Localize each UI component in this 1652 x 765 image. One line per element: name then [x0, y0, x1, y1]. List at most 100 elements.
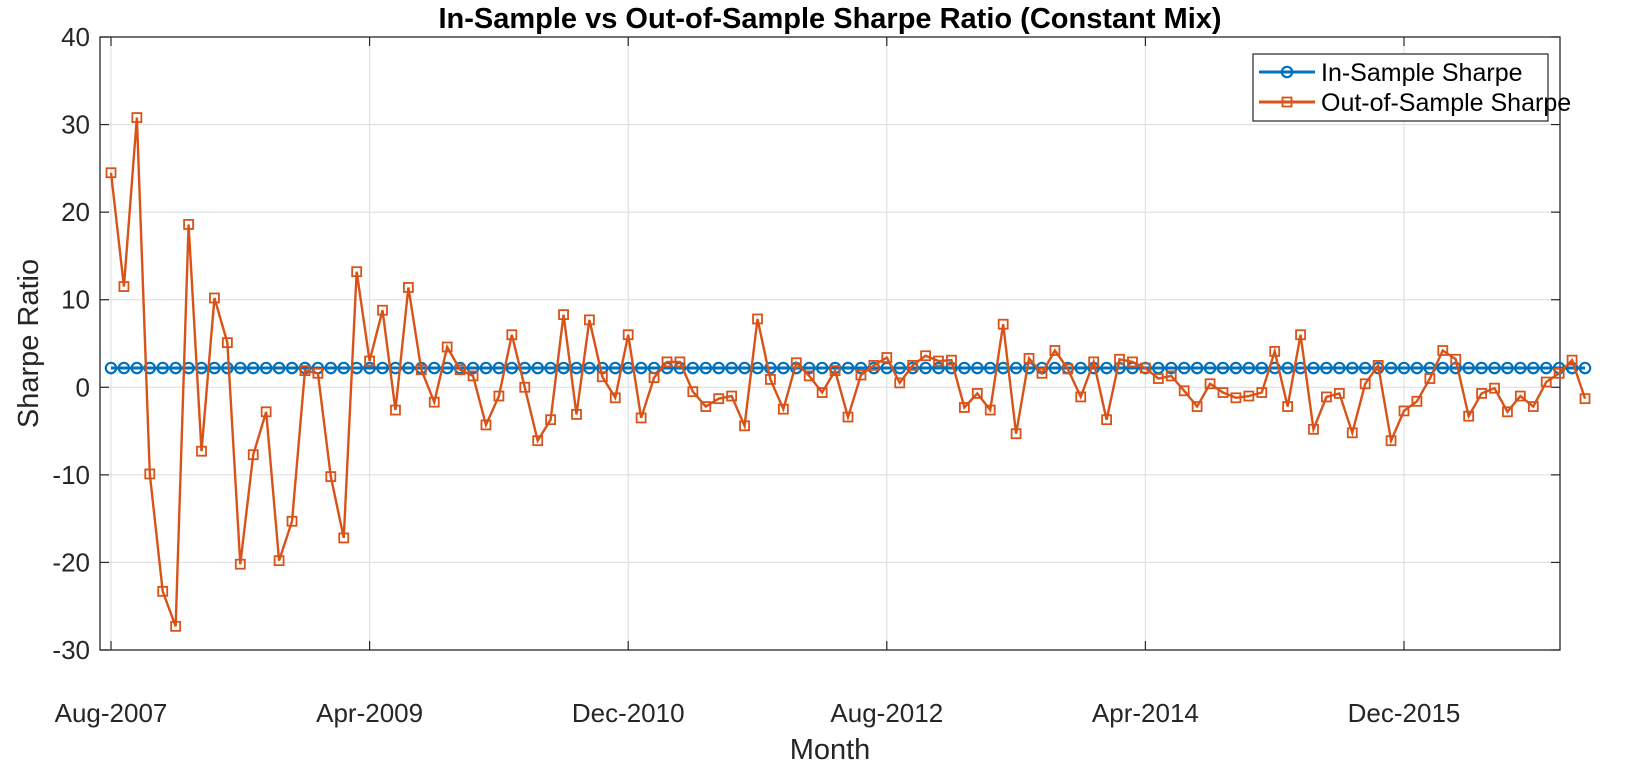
in-sample-point: [841, 361, 855, 375]
out-of-sample-point: [377, 304, 388, 316]
out-of-sample-point: [1191, 401, 1203, 412]
in-sample-point: [1203, 361, 1217, 375]
out-of-sample-point: [1010, 428, 1022, 440]
legend-swatch-marker: [1281, 96, 1293, 108]
out-of-sample-point: [1372, 359, 1384, 371]
out-of-sample-point: [390, 404, 401, 416]
y-axis-title: Sharpe Ratio: [13, 259, 45, 428]
out-of-sample-point: [196, 445, 207, 457]
in-sample-point: [143, 361, 157, 375]
in-sample-point: [1333, 361, 1346, 375]
in-sample-point: [634, 361, 648, 375]
y-tick-label: -10: [52, 460, 90, 490]
out-of-sample-point: [609, 392, 621, 404]
out-of-sample-point: [1075, 391, 1087, 403]
in-sample-point: [130, 361, 144, 375]
in-sample-point: [971, 361, 984, 375]
out-of-sample-point: [997, 318, 1009, 330]
in-sample-point: [1475, 361, 1488, 375]
in-sample-point: [466, 361, 480, 375]
out-of-sample-sharpe-line: [109, 117, 1587, 627]
out-of-sample-point: [506, 329, 518, 341]
out-of-sample-point: [1527, 401, 1539, 412]
out-of-sample-point: [454, 364, 466, 376]
out-of-sample-point: [1152, 373, 1164, 384]
y-tick-label: 40: [61, 22, 90, 52]
chart-title: In-Sample vs Out-of-Sample Sharpe Ratio …: [438, 3, 1221, 35]
out-of-sample-point: [1230, 392, 1242, 404]
y-tick-label: 10: [61, 285, 90, 315]
in-sample-point: [777, 361, 790, 375]
out-of-sample-point: [907, 359, 919, 371]
in-sample-point: [958, 361, 971, 375]
out-of-sample-point: [234, 558, 246, 570]
in-sample-point: [479, 361, 493, 375]
out-of-sample-point: [170, 620, 182, 632]
out-of-sample-point: [299, 365, 311, 377]
in-sample-point: [815, 361, 829, 375]
out-of-sample-point: [1450, 353, 1462, 365]
out-of-sample-point: [1049, 345, 1061, 356]
in-sample-point: [259, 361, 273, 375]
out-of-sample-point: [842, 411, 854, 423]
in-sample-point: [1190, 361, 1204, 375]
out-of-sample-point: [1165, 370, 1177, 382]
in-sample-point: [1281, 361, 1294, 375]
in-sample-point: [932, 361, 945, 375]
out-of-sample-point: [1023, 352, 1035, 364]
out-of-sample-point: [635, 412, 647, 424]
out-of-sample-point: [402, 282, 414, 293]
out-of-sample-point: [1411, 395, 1423, 407]
in-sample-point: [738, 361, 751, 375]
out-of-sample-point: [1463, 410, 1475, 422]
out-of-sample-point: [1553, 367, 1565, 379]
out-of-sample-point: [1514, 390, 1526, 402]
out-of-sample-point: [247, 449, 259, 461]
out-of-sample-point: [803, 370, 815, 382]
out-of-sample-point: [790, 357, 802, 369]
out-of-sample-point: [1178, 385, 1190, 397]
in-sample-point: [1436, 361, 1450, 375]
out-of-sample-point: [584, 314, 595, 326]
out-of-sample-point: [183, 219, 194, 230]
out-of-sample-point: [752, 313, 763, 325]
in-sample-point: [583, 361, 596, 375]
x-tick-label: Dec-2015: [1348, 698, 1461, 728]
in-sample-point: [272, 361, 286, 375]
in-sample-point: [324, 361, 338, 375]
in-sample-point: [1384, 361, 1398, 375]
y-tick-label: -20: [52, 547, 90, 577]
in-sample-point: [893, 361, 907, 375]
out-of-sample-point: [713, 393, 725, 405]
in-sample-point: [1216, 361, 1230, 375]
out-of-sample-point: [467, 370, 479, 382]
out-of-sample-point: [493, 390, 505, 402]
out-of-sample-point: [1088, 356, 1100, 368]
in-sample-point: [1488, 361, 1501, 375]
in-sample-point: [1100, 361, 1113, 375]
series-out-of-sample-sharpe: [105, 112, 1591, 632]
out-of-sample-point: [1346, 427, 1358, 439]
out-of-sample-point: [739, 420, 750, 432]
in-sample-point: [104, 361, 118, 375]
out-of-sample-point: [519, 381, 531, 393]
out-of-sample-point: [1540, 376, 1552, 388]
out-of-sample-point: [1243, 390, 1255, 402]
in-sample-point: [1242, 361, 1256, 375]
out-of-sample-point: [1424, 373, 1436, 384]
in-sample-point: [402, 361, 415, 375]
series-layer: [104, 112, 1592, 632]
out-of-sample-point: [1295, 329, 1306, 341]
y-tick-label: 20: [61, 197, 90, 227]
in-sample-point: [1578, 361, 1592, 375]
out-of-sample-point: [105, 167, 117, 179]
out-of-sample-point: [829, 365, 841, 377]
out-of-sample-point: [596, 371, 608, 383]
legend-item: Out-of-Sample Sharpe: [1259, 89, 1571, 117]
in-sample-point: [1307, 361, 1320, 375]
legend-item: In-Sample Sharpe: [1259, 59, 1523, 87]
out-of-sample-point: [338, 532, 350, 544]
out-of-sample-point: [648, 372, 660, 384]
